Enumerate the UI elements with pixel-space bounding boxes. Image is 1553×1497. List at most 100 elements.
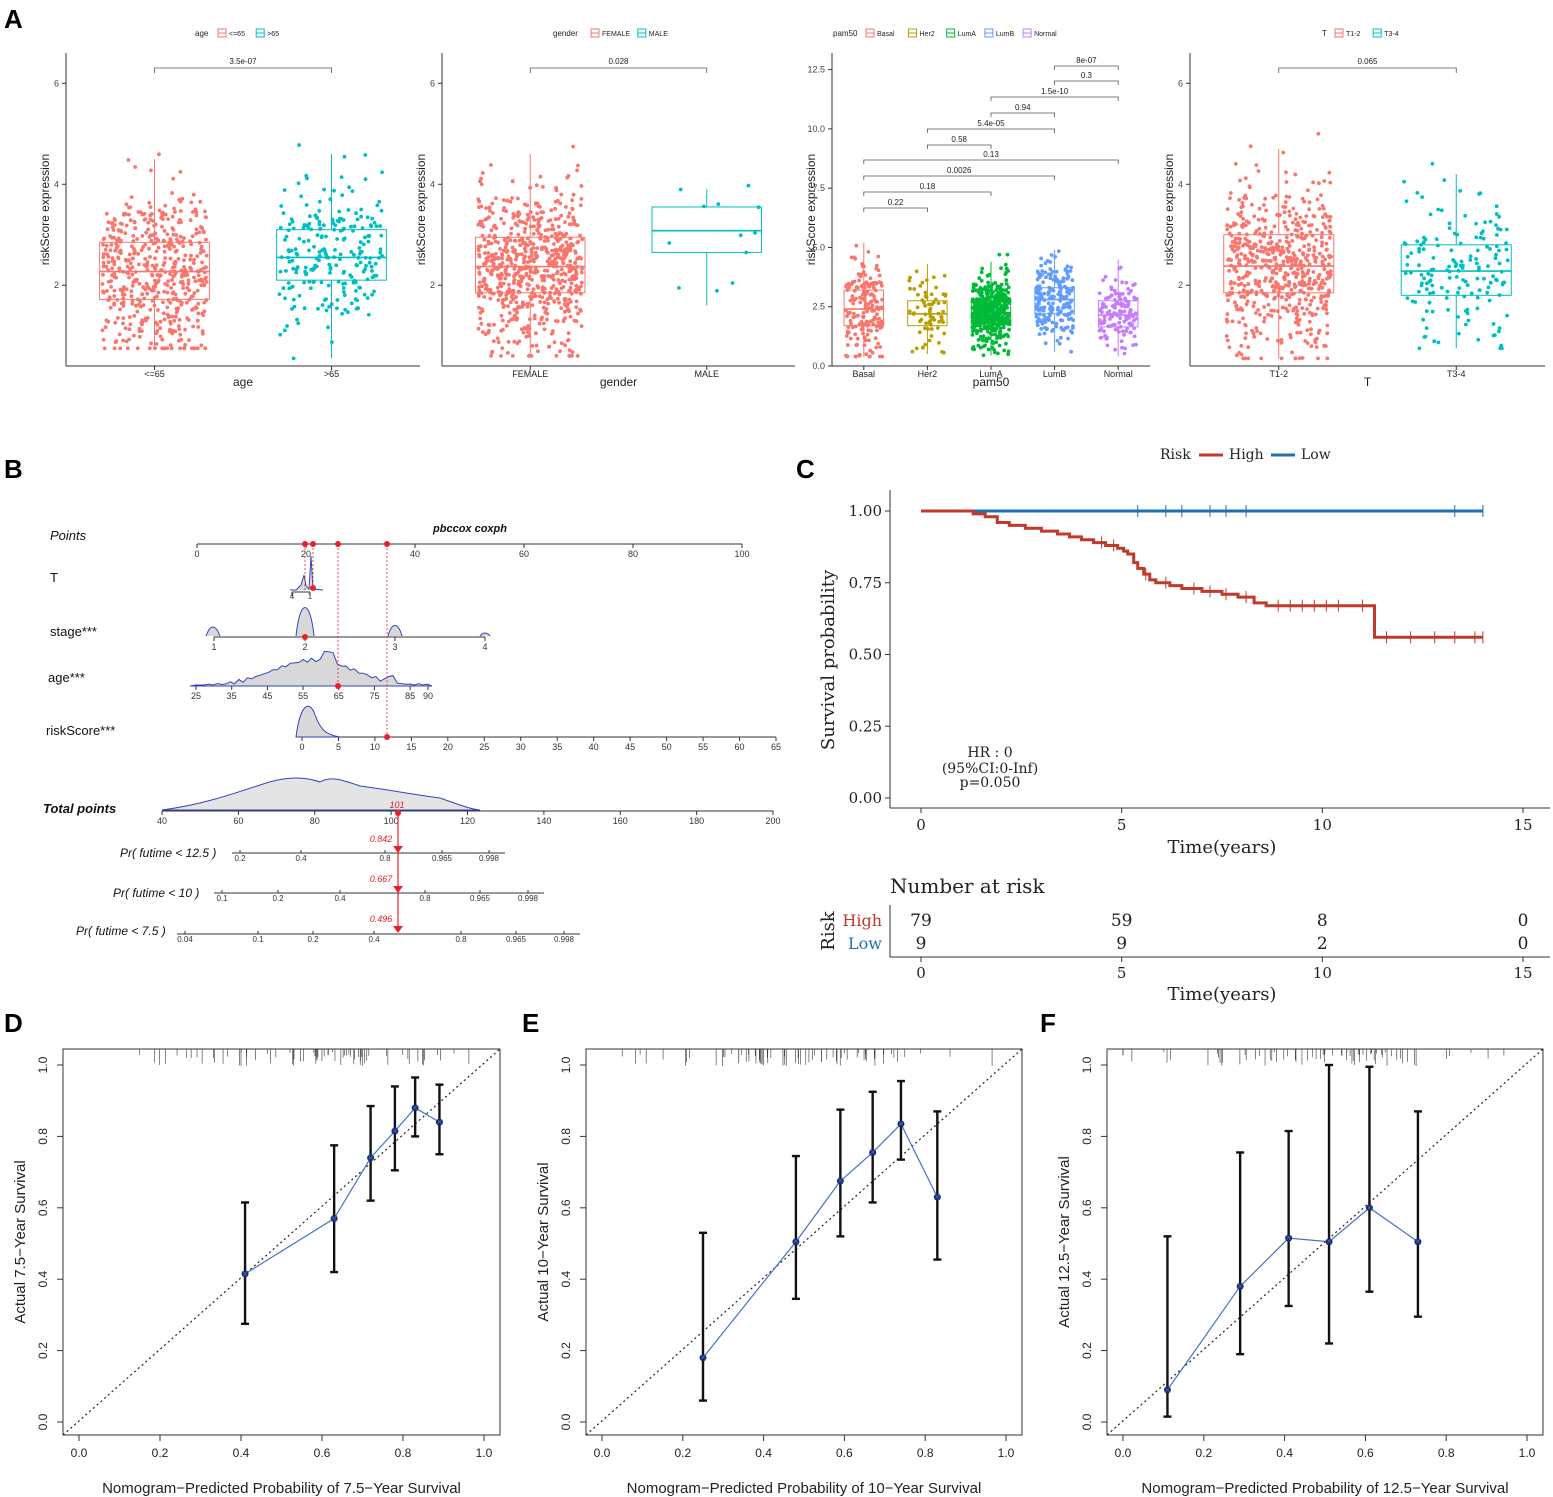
jitter-point xyxy=(297,293,302,298)
jitter-point xyxy=(307,279,312,284)
jitter-point xyxy=(941,320,945,324)
jitter-point xyxy=(1322,267,1327,272)
jitter-point xyxy=(1058,292,1062,296)
jitter-point xyxy=(336,279,341,284)
observed-marker: × xyxy=(392,1126,398,1137)
jitter-point xyxy=(341,286,346,290)
jitter-point xyxy=(1475,295,1480,300)
jitter-point xyxy=(482,237,487,242)
jitter-point xyxy=(1274,266,1278,271)
row-tick-label: 0.4 xyxy=(334,894,346,903)
jitter-point xyxy=(134,303,138,308)
jitter-point xyxy=(920,298,925,302)
nomogram-title: pbccox coxph xyxy=(432,523,507,535)
jitter-point xyxy=(871,322,876,326)
jitter-point xyxy=(1477,288,1482,293)
calibration-point: × xyxy=(1325,1063,1334,1345)
row-tick-label: 40 xyxy=(410,549,420,559)
jitter-point xyxy=(1241,356,1246,361)
jitter-point xyxy=(132,251,137,256)
jitter-point xyxy=(201,266,206,271)
y-tick-label: 0.25 xyxy=(849,717,882,735)
jitter-point xyxy=(302,306,307,311)
jitter-point xyxy=(980,294,985,299)
jitter-point xyxy=(1319,300,1324,304)
jitter-point xyxy=(1098,328,1103,332)
jitter-point xyxy=(1284,297,1289,302)
jitter-point xyxy=(1312,245,1317,250)
jitter-point xyxy=(114,246,119,251)
jitter-point xyxy=(480,171,485,175)
jitter-point xyxy=(1314,345,1319,349)
jitter-point xyxy=(514,257,518,262)
jitter-point xyxy=(491,339,496,344)
box-Normal xyxy=(1097,259,1139,357)
jitter-point xyxy=(1129,289,1133,293)
jitter-point xyxy=(552,299,557,304)
jitter-point xyxy=(110,273,114,278)
jitter-point xyxy=(525,282,530,286)
jitter-point xyxy=(1302,244,1307,249)
jitter-point xyxy=(1328,269,1333,274)
legend-label: >65 xyxy=(267,31,279,38)
jitter-point xyxy=(204,253,209,258)
jitter-point xyxy=(110,266,114,271)
y-tick-label: 1.0 xyxy=(559,1056,573,1073)
jitter-point xyxy=(1244,273,1249,277)
jitter-point xyxy=(924,321,928,325)
jitter-point xyxy=(574,283,579,288)
jitter-point xyxy=(168,319,173,324)
jitter-point xyxy=(201,313,206,318)
jitter-point xyxy=(530,344,535,348)
jitter-point xyxy=(861,314,865,319)
jitter-point xyxy=(194,227,199,232)
jitter-point xyxy=(1316,287,1321,291)
jitter-point xyxy=(1288,333,1293,337)
jitter-point xyxy=(1042,305,1047,310)
jitter-point xyxy=(852,288,857,293)
jitter-point xyxy=(173,292,178,297)
jitter-point xyxy=(908,286,912,291)
jitter-point xyxy=(195,346,200,351)
jitter-point xyxy=(858,273,862,278)
row-tick-label: 0.04 xyxy=(177,935,193,944)
jitter-point xyxy=(852,314,857,319)
jitter-point xyxy=(873,336,878,341)
jitter-point xyxy=(532,316,537,321)
p-value-label: 0.028 xyxy=(608,57,629,66)
jitter-point xyxy=(145,291,150,296)
y-axis-label: Actual 10−Year Survival xyxy=(535,1162,552,1321)
jitter-point xyxy=(1070,309,1074,314)
jitter-point xyxy=(864,291,869,296)
jitter-point xyxy=(1494,252,1498,257)
jitter-point xyxy=(874,328,879,333)
row-tick-label: 0.1 xyxy=(252,935,264,944)
jitter-point xyxy=(753,231,757,235)
jitter-point xyxy=(553,217,558,222)
jitter-point xyxy=(1295,330,1299,335)
jitter-point xyxy=(363,267,367,272)
row-tick-label: 0 xyxy=(299,742,304,752)
jitter-point xyxy=(337,209,342,214)
jitter-point xyxy=(176,324,181,328)
jitter-point xyxy=(907,278,912,283)
jitter-point xyxy=(858,300,863,305)
jitter-point xyxy=(1235,253,1240,258)
p-value-label: 1.5e-10 xyxy=(1041,87,1069,96)
row-tick-label: 25 xyxy=(479,742,489,752)
jitter-point xyxy=(986,302,991,306)
jitter-point xyxy=(1314,238,1318,243)
jitter-point xyxy=(127,327,132,332)
nomogram-row: T4 1 xyxy=(50,555,324,601)
jitter-point xyxy=(850,325,855,330)
jitter-point xyxy=(1307,223,1311,228)
jitter-point xyxy=(514,295,518,299)
jitter-point xyxy=(1068,299,1073,304)
jitter-point xyxy=(294,267,299,272)
jitter-point xyxy=(108,234,112,239)
jitter-point xyxy=(1004,282,1009,286)
jitter-point xyxy=(1272,224,1277,229)
data-point xyxy=(391,1127,399,1135)
jitter-point xyxy=(1037,332,1042,336)
jitter-point xyxy=(1109,287,1114,292)
